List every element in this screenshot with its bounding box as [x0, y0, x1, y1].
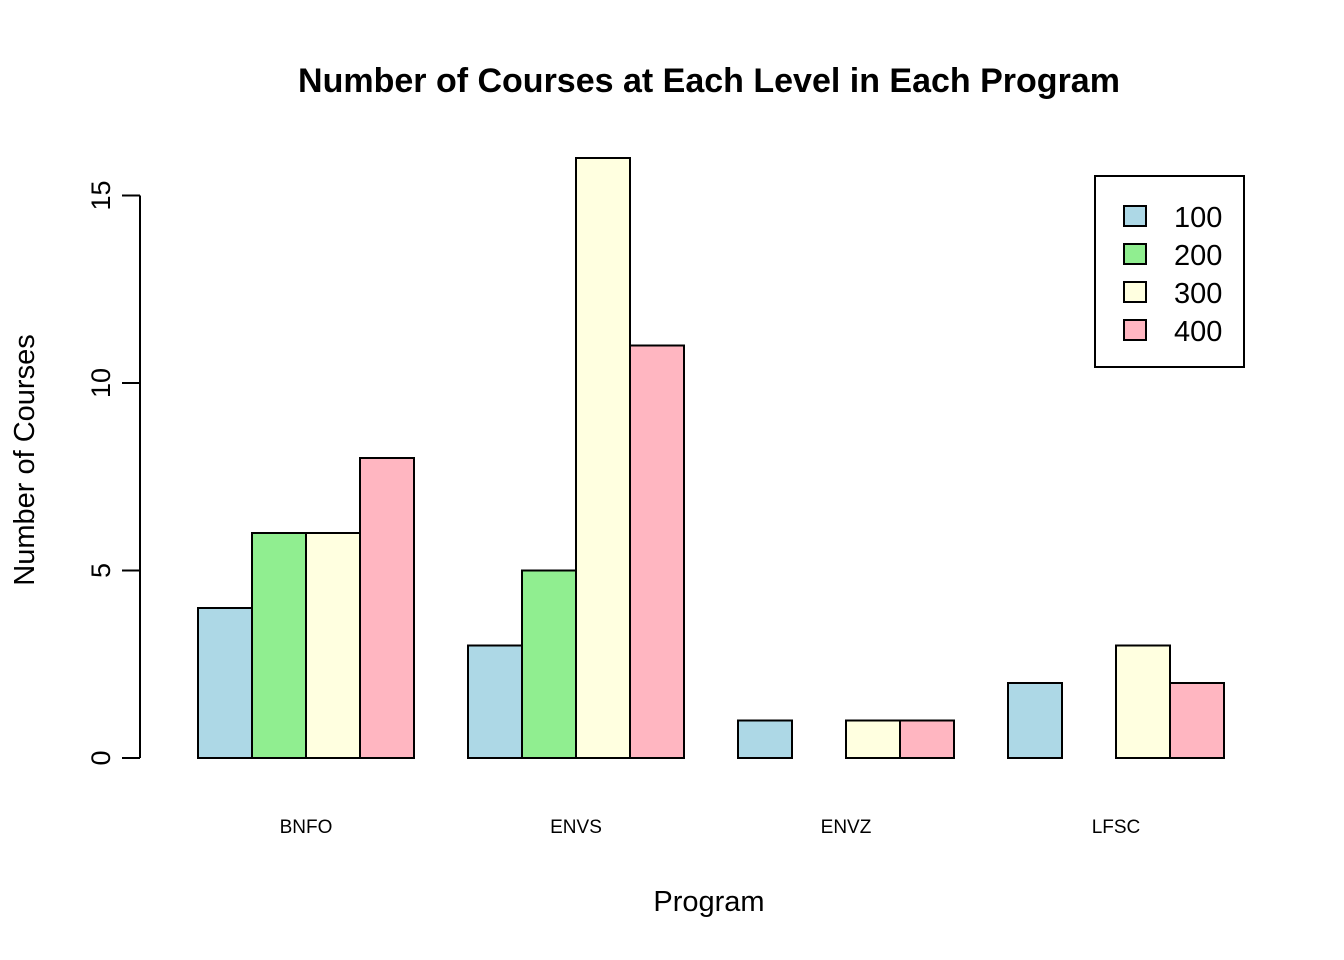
bar-bnfo-300: [305, 532, 361, 759]
legend: 100 200 300 400: [1094, 175, 1245, 368]
bar-lfsc-400: [1169, 682, 1225, 759]
bar-bnfo-200: [251, 532, 307, 759]
legend-label-400: 400: [1174, 316, 1222, 348]
bar-lfsc-100: [1007, 682, 1063, 759]
legend-label-300: 300: [1174, 278, 1222, 310]
legend-swatch-200: [1123, 243, 1147, 265]
bar-lfsc-300: [1115, 644, 1171, 759]
legend-label-200: 200: [1174, 240, 1222, 272]
y-tick-label: 5: [86, 563, 116, 578]
legend-label-100: 100: [1174, 202, 1222, 234]
y-tick-label: 15: [86, 180, 116, 210]
bar-envz-300: [845, 719, 901, 759]
y-axis: 0 5 10 15: [86, 180, 141, 766]
y-tick-label: 0: [86, 750, 116, 765]
bar-envz-100: [737, 719, 793, 759]
y-tick-label: 10: [86, 368, 116, 398]
bar-envz-400: [899, 719, 955, 759]
category-labels: BNFO ENVS ENVZ LFSC: [280, 817, 1141, 838]
legend-box: [1094, 175, 1245, 368]
category-label-envz: ENVZ: [821, 817, 872, 838]
legend-swatch-400: [1123, 319, 1147, 341]
legend-swatch-100: [1123, 205, 1147, 227]
bar-envs-300: [575, 157, 631, 759]
category-label-envs: ENVS: [550, 817, 602, 838]
bar-bnfo-100: [197, 607, 253, 759]
legend-swatch-300: [1123, 281, 1147, 303]
bar-envs-200: [521, 569, 577, 759]
bar-envs-100: [467, 644, 523, 759]
x-axis-label: Program: [653, 886, 764, 918]
bars-group: [197, 157, 1225, 759]
category-label-lfsc: LFSC: [1092, 817, 1141, 838]
bar-bnfo-400: [359, 457, 415, 759]
bar-envs-400: [629, 344, 685, 759]
category-label-bnfo: BNFO: [280, 817, 333, 838]
y-axis-label: Number of Courses: [9, 334, 41, 585]
chart-title: Number of Courses at Each Level in Each …: [298, 62, 1120, 100]
